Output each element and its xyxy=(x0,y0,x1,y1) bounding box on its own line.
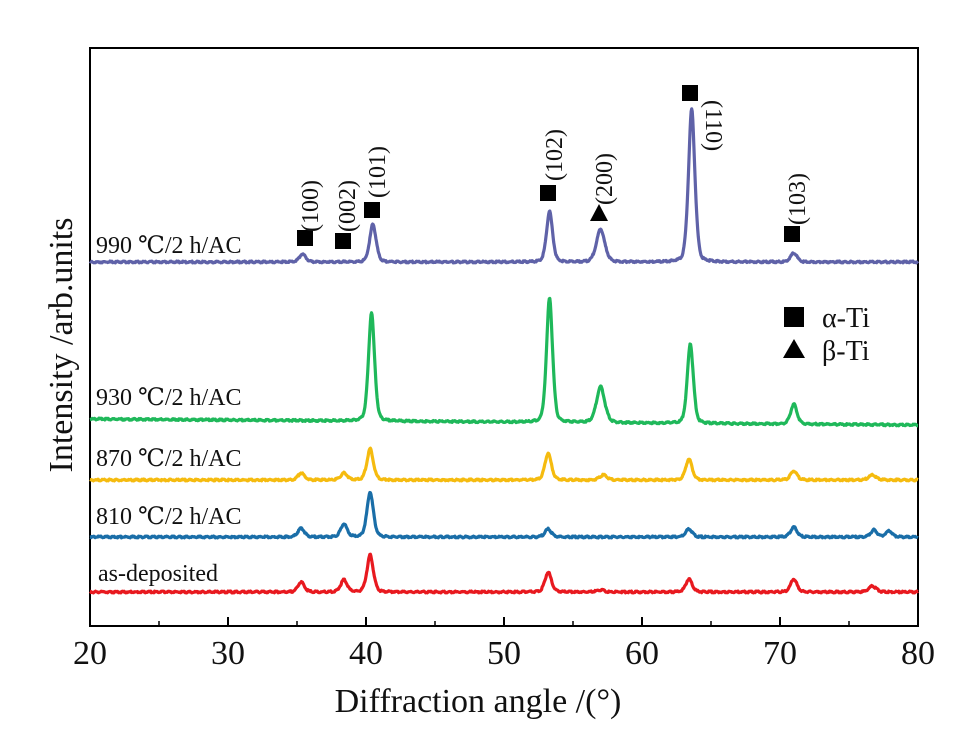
series-label-3: 930 ℃/2 h/AC xyxy=(96,385,242,411)
peak-label-1: (002) xyxy=(335,180,361,232)
legend: α-Ti β-Ti xyxy=(783,303,870,367)
peak-label-5: (110) xyxy=(700,100,726,151)
x-axis: 20 30 40 50 60 70 80 xyxy=(73,617,935,672)
series-line-0 xyxy=(88,552,920,595)
peak-label-0: (100) xyxy=(298,180,324,232)
plot-frame xyxy=(89,47,919,627)
x-tick-label: 40 xyxy=(349,635,383,672)
alpha-ti-marker-icon xyxy=(540,185,556,201)
alpha-ti-marker-icon xyxy=(297,230,313,246)
series-line-2 xyxy=(88,446,920,483)
peak-label-4: (200) xyxy=(592,153,618,205)
x-tick-label: 60 xyxy=(625,635,659,672)
series-label-1: 810 ℃/2 h/AC xyxy=(96,504,242,530)
series-line-1 xyxy=(88,490,920,540)
legend-triangle-icon xyxy=(783,339,805,358)
series-line-3 xyxy=(88,296,920,428)
x-axis-title: Diffraction angle /(°) xyxy=(335,683,622,720)
series-layer: as-deposited 810 ℃/2 h/AC 870 ℃/2 h/AC 930 … xyxy=(88,107,920,595)
x-tick-label: 80 xyxy=(901,635,935,672)
peak-label-6: (103) xyxy=(785,173,811,225)
series-label-0: as-deposited xyxy=(98,561,218,587)
x-tick-label: 50 xyxy=(487,635,521,672)
peak-label-2: (101) xyxy=(365,146,391,198)
alpha-ti-marker-icon xyxy=(784,226,800,242)
alpha-ti-marker-icon xyxy=(364,202,380,218)
series-line-4 xyxy=(88,107,920,265)
series-label-2: 870 ℃/2 h/AC xyxy=(96,446,242,472)
series-label-4: 990 ℃/2 h/AC xyxy=(96,233,242,259)
y-axis-title: Intensity /arb.units xyxy=(43,218,80,473)
peak-label-3: (102) xyxy=(542,129,568,181)
alpha-ti-marker-icon xyxy=(335,233,351,249)
legend-label-beta: β-Ti xyxy=(822,336,870,367)
x-tick-label: 70 xyxy=(763,635,797,672)
beta-ti-marker-icon xyxy=(590,204,608,221)
alpha-ti-marker-icon xyxy=(682,85,698,101)
x-tick-label: 20 xyxy=(73,635,107,672)
peak-annotations: (100) (002)(101) (102) (200) (110) (103) xyxy=(297,85,811,249)
x-tick-label: 30 xyxy=(211,635,245,672)
legend-square-icon xyxy=(784,307,804,327)
legend-label-alpha: α-Ti xyxy=(822,303,870,334)
